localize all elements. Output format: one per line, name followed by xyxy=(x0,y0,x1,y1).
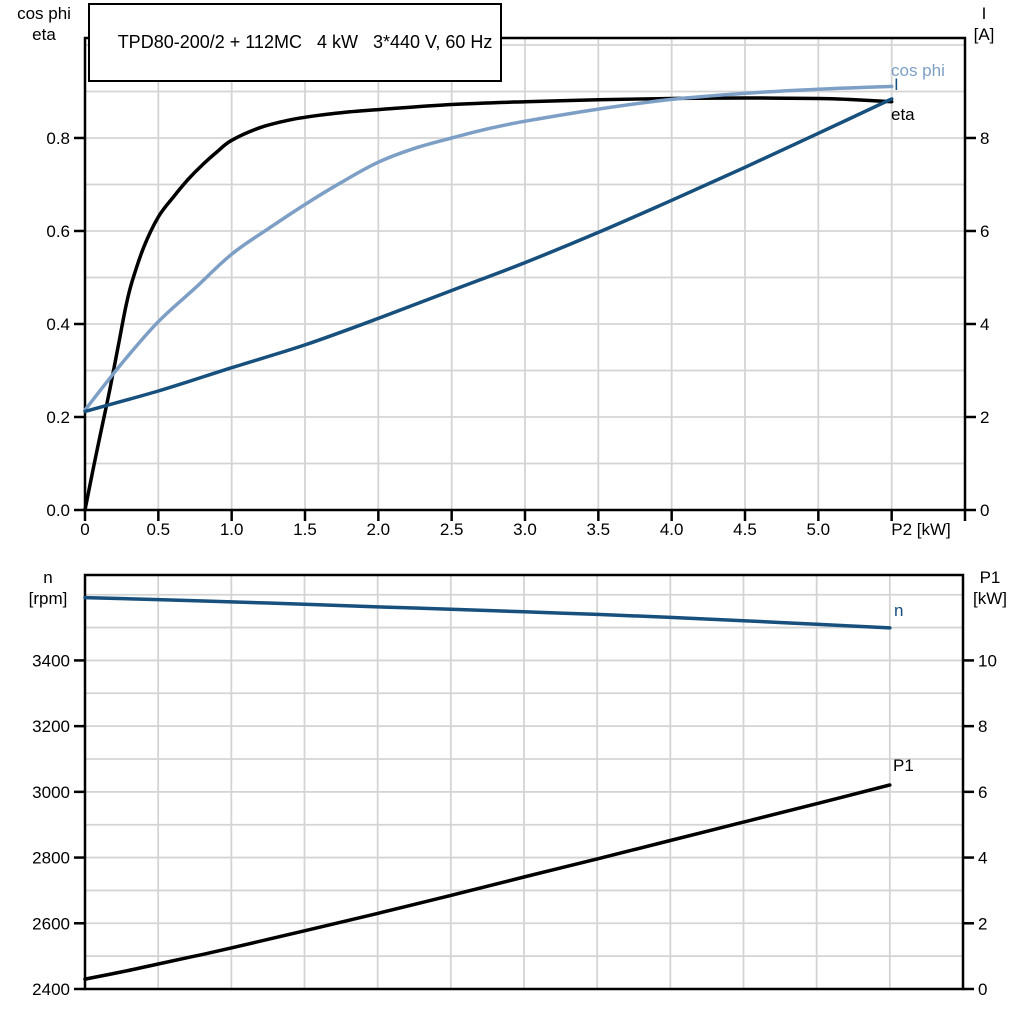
eta-curve-label: eta xyxy=(891,105,915,124)
cos-phi-curve-label: cos phi xyxy=(891,61,945,80)
y-left-tick-label: 2800 xyxy=(32,849,70,868)
x-axis-label: P2 [kW] xyxy=(891,520,951,539)
x-tick-label: 0 xyxy=(80,520,89,539)
y-right-tick-label: 2 xyxy=(978,914,987,933)
x-tick-label: 4.5 xyxy=(733,520,757,539)
y-right-tick-label: 0 xyxy=(980,501,989,520)
axis-title-p1-unit: [kW] xyxy=(973,589,1007,608)
top-chart: 0 0.5 1.0 1.5 2.0 2.5 3.0 3.5 4.0 4.5 5.0 P2 [kW] 0.… xyxy=(46,36,989,539)
y-right-tick-label: 10 xyxy=(978,651,997,670)
y-right-tick-label: 8 xyxy=(978,717,987,736)
x-tick-label: 3.5 xyxy=(587,520,611,539)
y-left-tick-label: 3400 xyxy=(32,651,70,670)
y-right-tick-label: 4 xyxy=(980,315,989,334)
i-curve xyxy=(83,97,894,414)
x-tick-label: 2.0 xyxy=(367,520,391,539)
x-tick-label: 3.0 xyxy=(513,520,537,539)
y-right-tick-label: 6 xyxy=(980,222,989,241)
axis-title-speed-unit: [rpm] xyxy=(28,589,68,608)
y-left-tick-label: 0.2 xyxy=(46,408,70,427)
axis-title-p1: P1 xyxy=(979,568,1001,587)
y-left-tick-label: 2400 xyxy=(32,980,70,999)
top-right-axis-title: I [A] xyxy=(954,3,1014,45)
top-left-axis-title: cos phi eta xyxy=(6,3,82,45)
x-tick-label: 2.5 xyxy=(440,520,464,539)
bottom-right-axis-title: P1 [kW] xyxy=(958,567,1022,609)
y-right-tick-label: 2 xyxy=(980,408,989,427)
cos-phi-curve xyxy=(83,84,894,412)
x-tick-label: 1.5 xyxy=(293,520,317,539)
bottom-chart: 2400 2600 2800 3000 3200 3400 0 2 4 6 8 10 n P1 xyxy=(32,573,997,999)
x-tick-label: 4.0 xyxy=(660,520,684,539)
y-left-tick-label: 0.6 xyxy=(46,222,70,241)
p1-curve xyxy=(83,783,892,981)
y-left-tick-label: 3000 xyxy=(32,783,70,802)
y-left-tick-label: 3200 xyxy=(32,717,70,736)
axis-title-cos-phi: cos phi xyxy=(17,4,71,23)
y-right-tick-label: 4 xyxy=(978,849,987,868)
axis-title-current-unit: [A] xyxy=(973,25,995,44)
axis-title-current: I xyxy=(981,4,987,23)
plot-border xyxy=(83,573,965,991)
chart-title-box: TPD80-200/2 + 112MC 4 kW 3*440 V, 60 Hz xyxy=(88,3,503,82)
chart-title: TPD80-200/2 + 112MC 4 kW 3*440 V, 60 Hz xyxy=(117,32,493,52)
n-curve xyxy=(83,595,892,630)
y-left-tick-label: 2600 xyxy=(32,914,70,933)
axis-title-speed: n xyxy=(43,568,53,587)
y-left-tick-label: 0.0 xyxy=(46,501,70,520)
bottom-left-axis-title: n [rpm] xyxy=(8,567,88,609)
axis-title-eta: eta xyxy=(32,25,56,44)
n-curve-label: n xyxy=(894,601,903,620)
y-right-tick-label: 8 xyxy=(980,129,989,148)
y-left-tick-label: 0.8 xyxy=(46,129,70,148)
y-left-tick-label: 0.4 xyxy=(46,315,70,334)
x-tick-label: 5.0 xyxy=(807,520,831,539)
i-curve-label: I xyxy=(894,75,899,94)
x-tick-label: 1.0 xyxy=(220,520,244,539)
eta-curve xyxy=(83,96,894,512)
y-right-tick-label: 6 xyxy=(978,783,987,802)
p1-curve-label: P1 xyxy=(893,756,914,775)
x-tick-label: 0.5 xyxy=(147,520,171,539)
y-right-tick-label: 0 xyxy=(978,980,987,999)
